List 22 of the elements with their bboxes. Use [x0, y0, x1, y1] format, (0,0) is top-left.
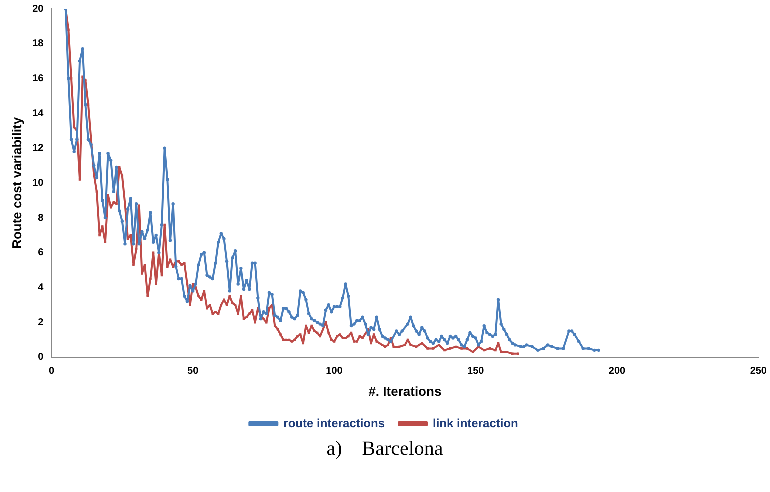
legend-label: link interaction [433, 416, 518, 430]
y-axis-title: Route cost variability [9, 116, 24, 249]
y-tick-label: 10 [32, 178, 44, 189]
x-tick-label: 250 [750, 366, 768, 378]
x-tick-label: 0 [48, 366, 55, 378]
y-tick-label: 0 [38, 352, 44, 364]
y-tick-label: 14 [32, 108, 44, 120]
x-tick-label: 200 [608, 366, 626, 378]
legend-label: route interactions [284, 416, 386, 430]
y-tick-label: 8 [38, 212, 44, 224]
x-tick-label: 150 [468, 366, 485, 378]
y-tick-label: 2 [38, 317, 44, 328]
x-tick-label: 50 [188, 366, 200, 378]
y-tick-label: 6 [38, 248, 44, 259]
text: a) Barcelona [326, 438, 444, 461]
x-axis-title: #. Iterations [368, 384, 442, 399]
x-tick-label: 100 [326, 366, 344, 378]
y-tick-label: 12 [32, 143, 44, 154]
y-tick-label: 20 [32, 4, 44, 15]
y-tick-label: 4 [38, 282, 44, 294]
y-tick-label: 18 [32, 38, 44, 50]
y-tick-label: 16 [32, 73, 44, 84]
